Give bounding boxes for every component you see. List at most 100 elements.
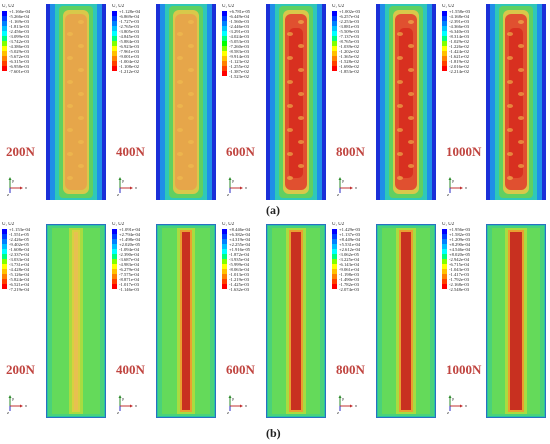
legend-value: +8.449e-04 [339, 237, 361, 242]
legend-title: U, U2 [332, 222, 345, 227]
legend-title: U, U2 [112, 222, 125, 227]
legend-value: -1.123e-02 [229, 59, 250, 64]
contour-speckle [397, 104, 403, 108]
legend-value: -9.061e-04 [339, 267, 360, 272]
legend-value: +2.255e-04 [229, 242, 251, 247]
axis-x-head [460, 404, 463, 408]
contour-speckle [188, 20, 194, 24]
legend-swatch [222, 279, 227, 284]
contour-band-core [175, 14, 197, 190]
legend-value: -1.819e-02 [449, 59, 470, 64]
legend-title: U, U2 [442, 4, 455, 9]
legend-swatch [222, 244, 227, 249]
legend-value: -5.053e-03 [229, 39, 250, 44]
legend-swatch [442, 284, 447, 289]
contour-panel-600n: U, U2 +8.446e-04 +6.382e-04 +4.319e-04 +2.25… [220, 222, 327, 418]
legend-value: -6.279e-04 [119, 267, 140, 272]
legend-swatch [2, 11, 7, 16]
legend-value: +2.020e-05 [119, 242, 141, 247]
contour-speckle [408, 92, 414, 96]
legend-swatch [2, 239, 7, 244]
legend-value: -6.340e-03 [449, 29, 470, 34]
legend-swatch [112, 36, 117, 41]
legend-value: -5.126e-04 [9, 272, 30, 277]
legend-value: -2.391e-03 [449, 19, 470, 24]
legend-swatch [222, 284, 227, 289]
contour-speckle [188, 116, 194, 120]
legend-swatch [332, 239, 337, 244]
legend-value: -1.365e-02 [339, 54, 360, 59]
legend-value: -5.266e-04 [9, 14, 30, 19]
legend-value: -8.871e-04 [119, 277, 140, 282]
load-label: 800N [336, 362, 365, 377]
legend-swatch [332, 66, 337, 71]
legend-value: -2.253e-03 [339, 19, 360, 24]
contour-speckle [298, 20, 304, 24]
legend-swatch [112, 41, 117, 46]
contour-speckle [397, 152, 403, 156]
legend-value: -3.033e-04 [9, 257, 30, 262]
contour-speckle [397, 56, 403, 60]
axis-z-label: z [117, 410, 119, 414]
contour-speckle [287, 32, 293, 36]
legend-swatch [332, 21, 337, 26]
legend-swatch [2, 21, 7, 26]
contour-speckle [507, 176, 513, 180]
contour-plot-bottom [266, 224, 326, 418]
contour-speckle [177, 56, 183, 60]
contour-speckle [67, 128, 73, 132]
legend-swatch [332, 11, 337, 16]
legend: U, U2 +1.166e-04 -5.266e-04 -1.169e-03 -1.81… [2, 4, 47, 74]
legend-swatch [442, 61, 447, 66]
legend-value: -5.999e-04 [229, 262, 250, 267]
caption-b: (b) [266, 426, 281, 440]
axis-y-head [338, 395, 342, 398]
legend-value: -1.872e-04 [229, 252, 250, 257]
legend-value: -1.108e-02 [119, 64, 140, 69]
legend-color-bar [222, 11, 227, 76]
legend-value: -2.426e-05 [9, 237, 30, 242]
contour-plot-bottom [156, 224, 216, 418]
contour-speckle [188, 92, 194, 96]
legend-value: -1.551e-05 [9, 232, 30, 237]
contour-speckle [408, 20, 414, 24]
legend-value: -9.914e-03 [229, 54, 250, 59]
legend-value: +5.531e-04 [339, 242, 361, 247]
legend-swatch [332, 259, 337, 264]
axis-z-label: z [337, 410, 339, 414]
legend-value: +1.137e-03 [339, 232, 361, 237]
legend-value: -1.782e-03 [339, 282, 360, 287]
legend-swatch [442, 244, 447, 249]
axis-x-head [350, 404, 353, 408]
legend-swatch [222, 269, 227, 274]
axis-z-label: z [227, 410, 229, 414]
legend-swatch [442, 274, 447, 279]
legend-value: -1.727e-03 [119, 19, 140, 24]
legend-value: -6.958e-03 [9, 64, 30, 69]
legend-value: -6.923e-03 [119, 44, 140, 49]
contour-speckle [177, 176, 183, 180]
legend-value: -2.548e-03 [449, 287, 470, 292]
legend-swatch [222, 234, 227, 239]
legend-value: -1.813e-03 [9, 24, 30, 29]
legend-swatch [112, 264, 117, 269]
axis-z-label: z [227, 192, 229, 196]
legend-swatch [332, 284, 337, 289]
legend-value: -1.043e-03 [449, 267, 470, 272]
legend-value: -2.456e-03 [9, 29, 30, 34]
axis-triad-icon: y x z [447, 395, 467, 414]
legend-title: U, U2 [442, 222, 455, 227]
legend-value: -2.942e-04 [449, 257, 470, 262]
legend-swatch [442, 239, 447, 244]
legend-swatch [112, 61, 117, 66]
legend-color-bar [442, 229, 447, 289]
contour-speckle [67, 56, 73, 60]
legend-swatch [222, 26, 227, 31]
plot-border [156, 224, 216, 418]
legend-swatch [2, 31, 7, 36]
legend-color-bar [2, 11, 7, 71]
legend-value: -1.417e-03 [449, 272, 470, 277]
legend-swatch [2, 66, 7, 71]
contour-speckle [78, 164, 84, 168]
legend-swatch [112, 21, 117, 26]
